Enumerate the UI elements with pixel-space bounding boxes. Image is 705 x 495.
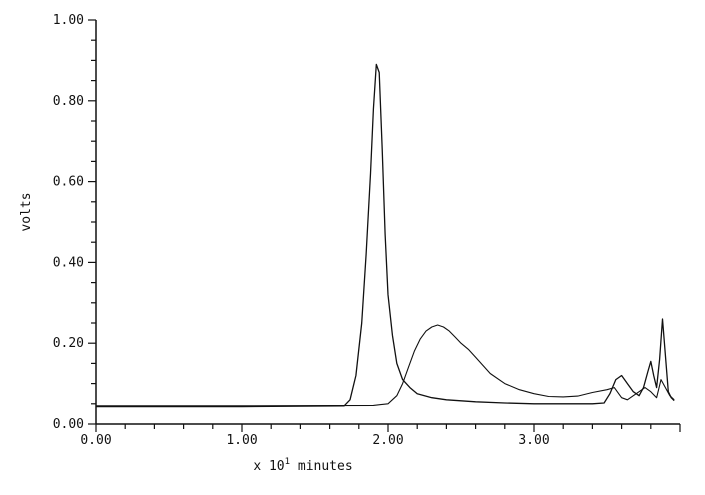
y-ticks-group: 0.00 0.20 0.40 0.60 0.80 1.00 bbox=[53, 13, 96, 432]
y-axis-title: volts bbox=[19, 192, 34, 231]
x-tick-label: 0.00 bbox=[80, 433, 111, 448]
y-tick-label: 0.00 bbox=[53, 417, 84, 432]
x-axis-title-prefix: x 10 bbox=[253, 459, 284, 474]
series-line-1 bbox=[96, 63, 675, 408]
y-tick-label: 1.00 bbox=[53, 13, 84, 28]
x-axis-title-superscript: 1 bbox=[285, 457, 290, 467]
x-tick-label: 2.00 bbox=[372, 433, 403, 448]
x-axis-title: x 101 minutes bbox=[253, 457, 352, 474]
x-axis-title-suffix: minutes bbox=[290, 459, 353, 474]
y-tick-label: 0.80 bbox=[53, 94, 84, 109]
x-tick-label: 3.00 bbox=[518, 433, 549, 448]
y-tick-label: 0.40 bbox=[53, 255, 84, 270]
y-tick-label: 0.60 bbox=[53, 175, 84, 190]
x-ticks-group: 0.00 1.00 2.00 3.00 bbox=[80, 424, 681, 448]
series-line-2 bbox=[96, 324, 675, 407]
y-tick-label: 0.20 bbox=[53, 336, 84, 351]
axes-group bbox=[95, 20, 680, 425]
series-group bbox=[96, 63, 675, 408]
x-tick-label: 1.00 bbox=[226, 433, 257, 448]
